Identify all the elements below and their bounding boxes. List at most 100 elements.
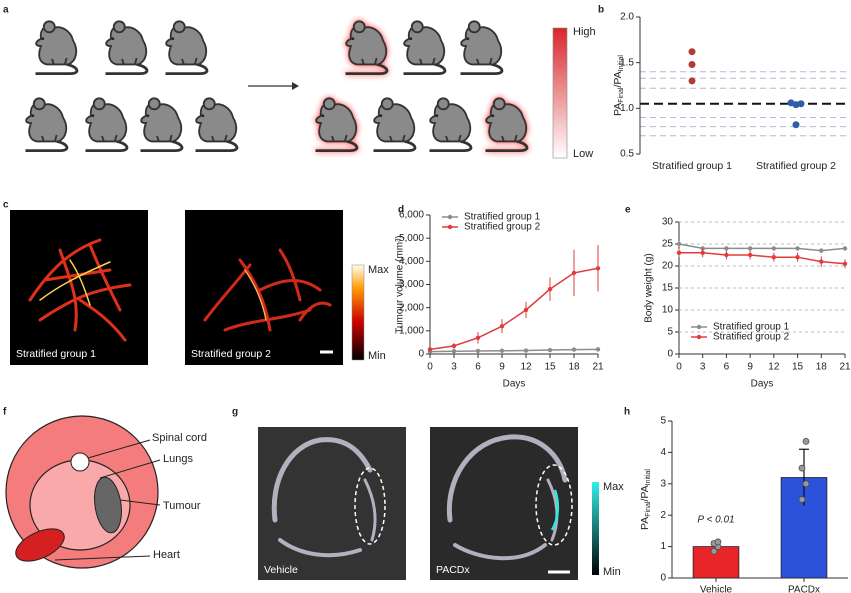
panel-letter: g (232, 407, 238, 418)
panel-letter: f (3, 407, 7, 418)
y-axis-label-part: Initial (618, 55, 625, 72)
point (798, 496, 806, 503)
marker (724, 252, 729, 258)
y-tick-label: 2.0 (620, 12, 634, 23)
diagram-label: Tumour (163, 500, 201, 512)
y-tick-label: 3,000 (399, 279, 424, 290)
x-tick-label: 12 (768, 362, 780, 373)
x-tick-label: 6 (724, 362, 730, 373)
marker (842, 246, 848, 251)
image-label: Stratified group 1 (16, 348, 96, 360)
marker (523, 348, 529, 353)
scale-label: Max (368, 264, 389, 276)
y-tick-label: 6,000 (399, 210, 424, 221)
y-axis-label: Body weight (g) (644, 253, 655, 322)
y-tick-label: 1.0 (620, 103, 634, 114)
marker (819, 248, 824, 253)
series-line (429, 267, 599, 351)
mice-after (314, 19, 529, 152)
marker (499, 348, 505, 353)
y-tick-label: 0 (418, 349, 424, 360)
point (792, 121, 800, 129)
series-line (429, 348, 599, 353)
y-axis-label: Tumour volume (mm³) (395, 235, 406, 334)
y-tick-label: 5 (667, 327, 673, 338)
legend-label: Stratified group 1 (713, 322, 790, 333)
scale-label: Min (368, 350, 386, 362)
y-tick-label: 30 (662, 217, 674, 228)
marker (771, 255, 777, 260)
marker (795, 246, 800, 251)
roi (535, 464, 573, 546)
marker (819, 259, 824, 264)
marker (724, 246, 729, 251)
point (802, 480, 810, 488)
legend-swatch (696, 324, 702, 330)
y-tick-label: 4,000 (399, 256, 424, 267)
x-tick-label: 12 (520, 362, 532, 373)
annotation: P < 0.01 (697, 515, 734, 526)
y-axis-label-part: /PA (639, 485, 651, 501)
legend-swatch (447, 214, 453, 220)
y-tick-label: 10 (662, 305, 674, 316)
x-tick-label: 21 (592, 362, 604, 373)
x-axis-label: Days (751, 379, 774, 390)
y-tick-label: 4 (660, 447, 666, 458)
y-tick-label: 0 (660, 573, 666, 584)
marker (427, 347, 433, 352)
marker (571, 347, 577, 352)
image (10, 210, 148, 365)
marker (595, 347, 601, 352)
x-tick-label: 3 (700, 362, 706, 373)
scale-label: High (573, 26, 596, 38)
marker (795, 255, 800, 260)
panel-letter: c (3, 200, 9, 211)
y-axis-label-part: Final (618, 87, 625, 103)
colorbar (552, 27, 568, 159)
y-tick-label: 0.5 (620, 149, 634, 160)
x-tick-label-box: Stratified group 2 (756, 160, 836, 172)
marker (547, 286, 553, 292)
marker (842, 261, 848, 266)
marker (547, 347, 553, 353)
legend-swatch (696, 334, 702, 340)
y-tick-label: 3 (660, 478, 666, 489)
x-tick-label: 18 (568, 362, 580, 373)
diagram-label: Lungs (163, 453, 193, 465)
point (710, 547, 718, 555)
y-axis-label-part: /PA (612, 71, 624, 87)
marker (451, 349, 457, 354)
image-label: Stratified group 2 (191, 348, 271, 360)
roi (354, 467, 386, 545)
arrow (248, 82, 299, 90)
y-axis-label-part: PA (639, 517, 651, 530)
y-axis-label-part: Final (645, 501, 652, 517)
marker (676, 250, 682, 255)
point (688, 48, 696, 56)
marker (747, 252, 753, 258)
y-axis-label-part: PA (612, 103, 624, 116)
x-tick-label: Stratified group 1 (652, 160, 732, 172)
panel-letter: b (598, 5, 604, 16)
vessels (203, 248, 332, 332)
x-tick-label: Vehicle (700, 585, 733, 593)
point (797, 100, 805, 108)
x-tick-label: 3 (451, 362, 457, 373)
marker (475, 348, 481, 354)
y-tick-label: 25 (662, 239, 674, 250)
x-axis-label: Days (503, 379, 526, 390)
y-tick-label: 1 (660, 541, 666, 552)
diagram-label: Heart (153, 549, 180, 561)
marker (451, 343, 457, 349)
x-tick-label: PACDx (788, 585, 820, 593)
colorbar (351, 264, 365, 361)
point (688, 77, 696, 85)
point (714, 538, 722, 546)
x-tick-label: Stratified group 2 (756, 160, 836, 172)
marker (571, 270, 577, 276)
x-tick-label: 15 (544, 362, 556, 373)
signal (550, 489, 560, 531)
marker (700, 250, 705, 255)
point (688, 60, 696, 68)
